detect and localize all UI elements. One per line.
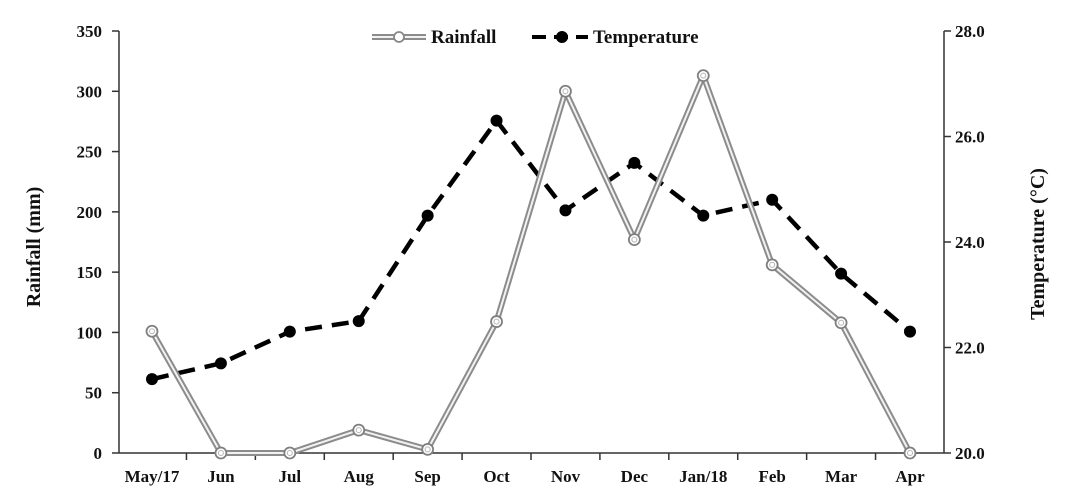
rainfall-point-inner [286, 450, 293, 456]
right-tick-label: 24.0 [955, 233, 985, 252]
temperature-point [697, 209, 710, 222]
series [145, 69, 917, 460]
rainfall-point-inner [769, 261, 776, 268]
temperature-point [214, 357, 227, 370]
legend-item-rainfall: Rainfall [372, 27, 496, 48]
rainfall-point-inner [631, 236, 638, 243]
rainfall-point [765, 258, 779, 272]
x-tick-label: Dec [621, 467, 649, 486]
right-tick-label: 28.0 [955, 22, 985, 41]
rainfall-point-inner [907, 450, 913, 456]
left-tick-label: 100 [77, 323, 103, 342]
legend-rainfall-marker [393, 31, 405, 43]
rainfall-point [352, 423, 366, 437]
rainfall-point [214, 446, 228, 460]
left-y-ticks: 0 50 100 150 200 250 300 350 [77, 22, 119, 463]
rainfall-point [283, 446, 297, 460]
rainfall-point-inner [493, 318, 500, 325]
rainfall-point [696, 69, 710, 83]
left-axis-title: Rainfall (mm) [23, 187, 45, 308]
temperature-point [835, 267, 848, 280]
rainfall-line-inner [151, 74, 911, 454]
x-tick-label: Jul [278, 467, 301, 486]
left-tick-label: 250 [77, 143, 103, 162]
x-tick-label: Sep [414, 467, 440, 486]
rainfall-point [627, 233, 641, 246]
rainfall-point [903, 446, 917, 460]
x-tick-label: Aug [344, 467, 375, 486]
x-ticks: May/17 Jun Jul Aug Sep Oct Nov Dec Jan/18 Feb Mar A… [125, 453, 925, 486]
rainfall-point [421, 442, 435, 456]
rainfall-point-inner [424, 446, 431, 453]
temperature-point [628, 156, 641, 169]
rainfall-point [490, 315, 503, 328]
legend-temperature-label: Temperature [593, 27, 699, 48]
right-y-ticks: 20.0 22.0 24.0 26.0 28.0 [944, 22, 985, 463]
rainfall-point-inner [355, 427, 362, 434]
x-tick-label: Feb [758, 467, 785, 486]
temperature-point [421, 209, 434, 222]
rainfall-point-inner [838, 319, 845, 326]
axes [118, 31, 945, 454]
right-tick-label: 20.0 [955, 444, 985, 463]
rainfall-point-inner [700, 72, 707, 79]
legend: Rainfall Temperature [372, 27, 699, 48]
rainfall-point [145, 324, 159, 338]
x-tick-label: May/17 [125, 467, 180, 486]
right-axis-title: Temperature (°C) [1027, 168, 1049, 320]
left-tick-label: 300 [77, 82, 103, 101]
left-tick-label: 350 [77, 22, 103, 41]
temperature-point [146, 373, 158, 386]
legend-temperature-marker [556, 31, 568, 43]
legend-rainfall-label: Rainfall [431, 27, 496, 48]
x-tick-label: Nov [551, 467, 581, 486]
rainfall-line-outer [149, 72, 913, 456]
right-tick-label: 26.0 [955, 128, 985, 147]
temperature-point [559, 204, 572, 217]
rainfall-point-inner [217, 450, 224, 456]
x-tick-label: Jun [207, 467, 235, 486]
temperature-point [283, 325, 296, 338]
x-tick-label: Oct [483, 467, 510, 486]
right-tick-label: 22.0 [955, 339, 985, 358]
temperature-point [352, 315, 365, 328]
rainfall-point [834, 316, 848, 330]
rainfall-point-inner [562, 88, 569, 95]
temperature-line [151, 118, 912, 382]
rainfall-point-inner [149, 328, 155, 335]
x-tick-label: Mar [825, 467, 858, 486]
legend-item-temperature: Temperature [532, 27, 699, 48]
left-tick-label: 0 [94, 444, 103, 463]
temperature-point [766, 193, 779, 206]
temperature-point [904, 325, 916, 338]
left-tick-label: 150 [77, 263, 103, 282]
x-tick-label: Apr [895, 467, 925, 486]
left-tick-label: 50 [85, 384, 102, 403]
temperature-point [490, 114, 503, 127]
x-tick-label: Jan/18 [679, 467, 727, 486]
left-tick-label: 200 [77, 203, 103, 222]
rainfall-point [559, 84, 572, 98]
